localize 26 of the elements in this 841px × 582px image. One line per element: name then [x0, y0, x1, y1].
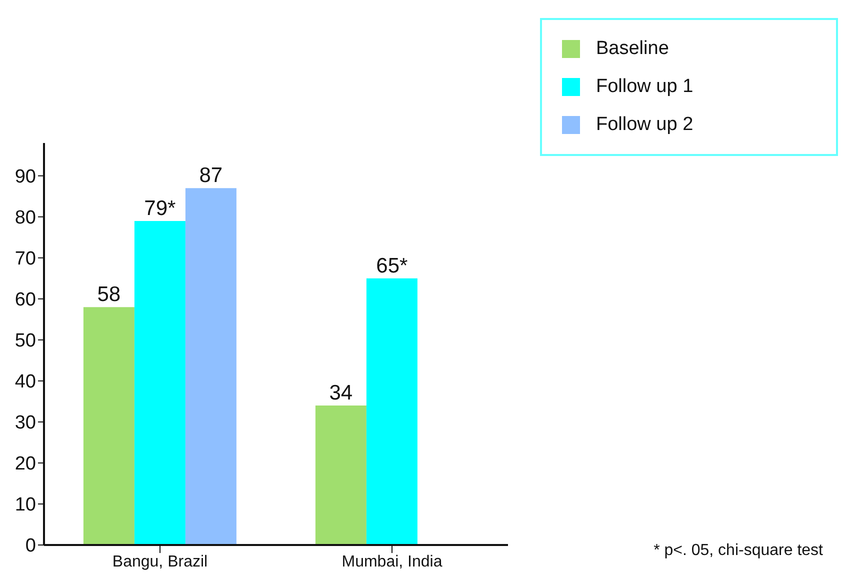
bar	[185, 188, 236, 545]
y-tick-label: 10	[14, 494, 36, 516]
bar	[83, 307, 134, 545]
x-tick-label: Mumbai, India	[342, 553, 442, 570]
legend-label: Follow up 1	[596, 76, 694, 97]
data-label: 79*	[144, 196, 176, 220]
legend-label: Follow up 2	[596, 114, 694, 135]
y-tick-label: 70	[14, 248, 36, 270]
bar	[366, 278, 418, 545]
y-tick-label: 0	[25, 536, 36, 557]
bar	[315, 406, 366, 545]
x-tick-label: Bangu, Brazil	[112, 553, 208, 570]
y-tick-label: 60	[14, 290, 36, 311]
data-label: 65*	[376, 254, 408, 278]
data-label: 58	[97, 283, 121, 306]
legend-label: Baseline	[596, 38, 669, 59]
data-label: 87	[199, 164, 223, 188]
data-label: 34	[329, 382, 353, 405]
y-tick-label: 80	[14, 208, 36, 229]
bar	[134, 220, 186, 545]
y-tick-label: 50	[14, 330, 36, 352]
y-tick-label: 30	[14, 412, 36, 434]
y-tick-label: 20	[14, 454, 36, 475]
text: * p<. 05, chi-square test	[654, 542, 823, 560]
y-tick-label: 90	[14, 166, 36, 188]
y-tick-label: 40	[14, 372, 36, 393]
